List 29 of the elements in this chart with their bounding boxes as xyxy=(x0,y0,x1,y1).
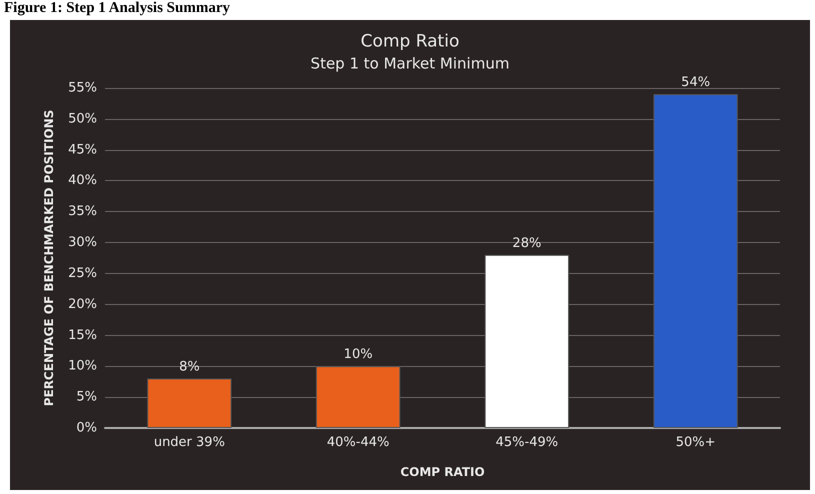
y-tick-label: 50% xyxy=(68,111,97,126)
y-tick-label: 35% xyxy=(68,204,97,220)
y-tick-label: 15% xyxy=(68,328,97,343)
data-label: 28% xyxy=(512,236,542,251)
x-tick-label: under 39% xyxy=(154,435,225,450)
chart-title: Comp Ratio xyxy=(360,32,460,52)
bar xyxy=(484,254,570,428)
y-tick-label: 45% xyxy=(68,142,97,158)
x-tick-label: 45%-49% xyxy=(496,435,558,450)
chart-subtitle: Step 1 to Market Minimum xyxy=(310,54,510,72)
x-tick-label: 50%+ xyxy=(676,435,716,450)
data-label: 10% xyxy=(344,347,373,362)
y-tick-label: 10% xyxy=(68,358,97,374)
caption: Figure 1: Step 1 Analysis Summary xyxy=(4,0,230,18)
x-tick-label: 40%-44% xyxy=(326,435,390,450)
y-tick-label: 0% xyxy=(76,420,97,436)
y-tick-label: 30% xyxy=(68,235,97,250)
data-label: 8% xyxy=(179,360,200,375)
bar xyxy=(147,378,232,428)
y-tick-label: 5% xyxy=(76,390,97,405)
data-label: 54% xyxy=(681,75,710,90)
bar xyxy=(653,94,738,428)
y-axis-title: PERCENTAGE OF BENCHMARKED POSITIONS xyxy=(42,110,56,406)
y-tick-label: 25% xyxy=(68,266,97,281)
y-tick-label: 20% xyxy=(68,296,97,312)
y-tick-label: 55% xyxy=(68,80,97,96)
y-tick-label: 40% xyxy=(68,173,97,188)
bar xyxy=(316,366,400,428)
x-axis-title: COMP RATIO xyxy=(400,465,485,479)
